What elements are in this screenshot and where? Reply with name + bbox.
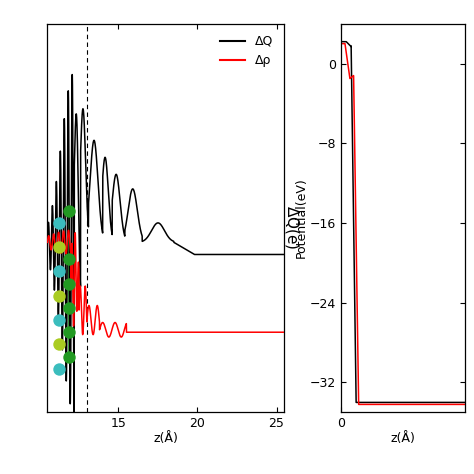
Y-axis label: Potential(eV): Potential(eV) (294, 178, 308, 258)
Point (65, 304, 73, 312)
Point (55, 292, 63, 300)
X-axis label: z(Å): z(Å) (391, 432, 415, 445)
X-axis label: z(Å): z(Å) (154, 432, 178, 445)
Text: $\Delta$Q(e): $\Delta$Q(e) (283, 205, 301, 250)
Point (65, 280, 73, 287)
Point (65, 353, 73, 360)
Point (55, 316, 63, 324)
Point (55, 340, 63, 348)
Point (65, 207, 73, 215)
Point (65, 255, 73, 263)
Point (55, 365, 63, 373)
Point (55, 219, 63, 227)
Point (55, 244, 63, 251)
Legend: ΔQ, Δρ: ΔQ, Δρ (215, 30, 278, 72)
Point (65, 328, 73, 336)
Point (55, 268, 63, 275)
